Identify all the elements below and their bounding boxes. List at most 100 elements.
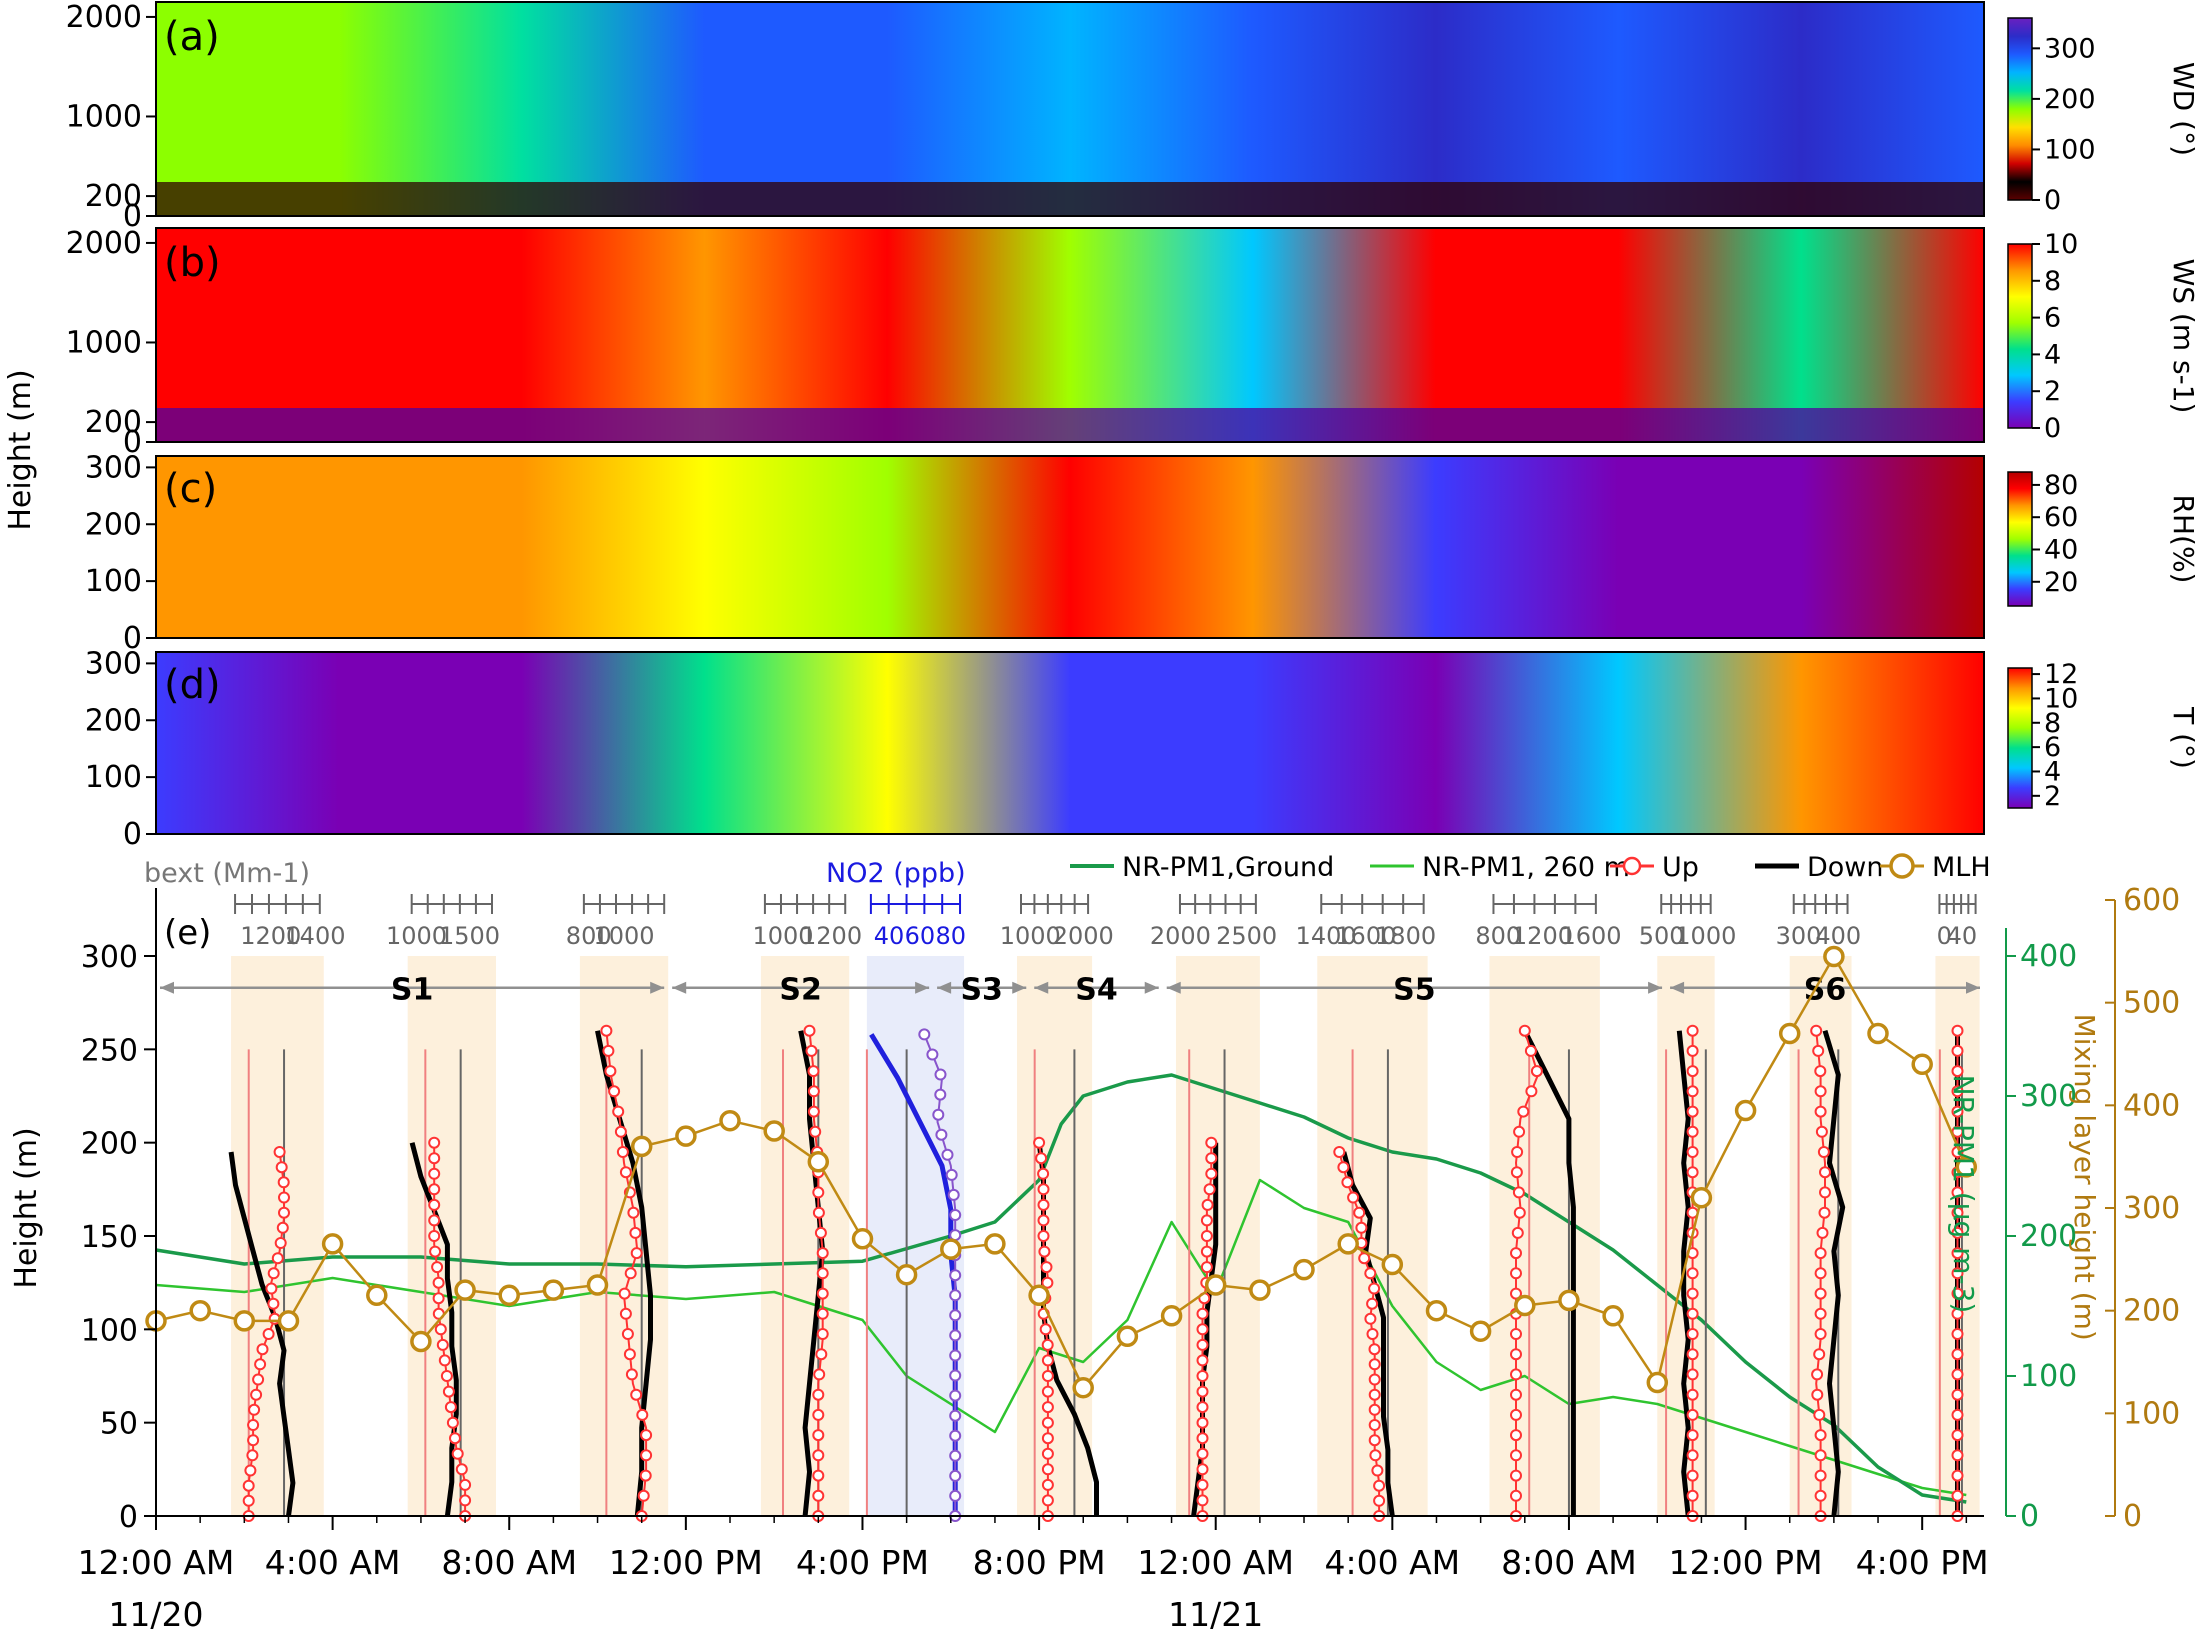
up-marker <box>1686 1328 1699 1340</box>
up-marker <box>1525 1085 1538 1098</box>
up-marker <box>1510 1469 1522 1482</box>
panel-a-frame <box>155 1 1985 217</box>
up-marker <box>277 1176 290 1189</box>
up-marker <box>1040 1261 1053 1274</box>
x-tick-label: 4:00 PM <box>1856 1543 1989 1582</box>
up-marker <box>438 1354 451 1367</box>
y-tick-label: 300 <box>81 940 138 975</box>
up-marker <box>1817 1146 1830 1158</box>
mlh-point <box>1469 1320 1492 1342</box>
up-marker <box>1686 1085 1699 1098</box>
bext-tick-label: 40 <box>1947 922 1978 950</box>
up-marker <box>1814 1287 1827 1300</box>
mlh-point <box>1823 945 1845 968</box>
up-marker <box>1366 1328 1379 1340</box>
up-marker <box>1041 1494 1054 1507</box>
mlh-point <box>1381 1253 1404 1276</box>
up-marker <box>1814 1328 1827 1340</box>
mlh-point <box>1911 1053 1933 1076</box>
y-tick-label: 100 <box>85 760 142 795</box>
colorbar-tick-label: 0 <box>2044 413 2061 444</box>
up-marker <box>1037 1198 1050 1211</box>
colorbar-tick-label: 2 <box>2044 376 2061 407</box>
pm-tick-label: 200 <box>2020 1219 2077 1254</box>
up-marker <box>1951 1287 1964 1300</box>
profile-band <box>1489 956 1600 1516</box>
bext-tick-label: 800 <box>566 922 612 950</box>
arrow-head-left <box>937 981 952 994</box>
up-marker <box>1200 1245 1213 1258</box>
up-marker <box>949 1329 962 1342</box>
up-marker <box>250 1388 263 1401</box>
up-marker <box>621 1328 634 1340</box>
up-marker <box>428 1198 441 1211</box>
up-marker <box>1201 1198 1214 1211</box>
arrow-head-left <box>672 981 687 994</box>
panel-d-label: (d) <box>164 662 221 708</box>
up-marker <box>602 1044 615 1057</box>
up-marker <box>1814 1267 1827 1280</box>
up-marker <box>637 1489 650 1502</box>
up-marker <box>1951 1085 1964 1098</box>
y-tick-label: 0 <box>123 621 142 656</box>
up-marker <box>1510 1348 1522 1361</box>
bext-tick-label: 1400 <box>1296 922 1357 950</box>
up-marker <box>1686 1429 1699 1442</box>
up-marker <box>1196 1416 1209 1429</box>
up-marker <box>619 1166 632 1179</box>
up-marker <box>1041 1447 1054 1460</box>
bext-label: bext (Mm-1) <box>144 858 310 889</box>
bext-tick-label: 1000 <box>1000 922 1061 950</box>
segment-label: S3 <box>960 973 1002 1008</box>
bext-tick-label: 1000 <box>386 922 447 950</box>
up-marker <box>947 1188 960 1201</box>
up-marker <box>1814 1085 1827 1098</box>
up-marker <box>1686 1368 1699 1381</box>
up-marker <box>1373 1494 1386 1507</box>
colorbar-tick-label: 10 <box>2044 229 2078 260</box>
up-marker <box>1814 1105 1827 1118</box>
up-marker <box>267 1297 280 1310</box>
up-marker <box>1814 1489 1827 1502</box>
up-marker <box>276 1221 289 1234</box>
up-marker <box>809 1125 822 1138</box>
up-marker <box>1510 1368 1522 1381</box>
up-marker <box>1510 1247 1522 1260</box>
up-marker <box>1951 1206 1964 1219</box>
up-marker <box>449 1432 461 1445</box>
up-marker <box>627 1206 640 1219</box>
up-marker <box>1951 1247 1964 1260</box>
up-marker <box>1196 1432 1209 1445</box>
up-marker <box>1041 1401 1054 1414</box>
mlh-point <box>851 1228 874 1250</box>
up-marker <box>459 1494 472 1507</box>
up-marker <box>630 1247 643 1260</box>
x-tick-label: 4:00 AM <box>265 1543 401 1582</box>
segment-label: S2 <box>779 973 821 1008</box>
up-marker <box>1358 1252 1371 1265</box>
up-marker <box>812 1206 825 1219</box>
up-marker <box>945 1168 958 1181</box>
up-marker <box>1813 1348 1826 1361</box>
up-marker <box>614 1125 627 1138</box>
mlh-point <box>675 1125 697 1147</box>
up-marker <box>812 1449 825 1462</box>
mlh-point <box>1558 1289 1580 1312</box>
bext-tick-label: 1000 <box>593 922 654 950</box>
mlh-point <box>410 1330 432 1353</box>
up-marker <box>805 1044 818 1057</box>
up-marker <box>1951 1328 1964 1340</box>
up-marker <box>1812 1044 1825 1057</box>
arrow-head-right <box>1144 981 1159 994</box>
up-marker <box>1686 1449 1699 1462</box>
up-marker <box>1196 1385 1209 1398</box>
up-marker <box>1686 1267 1699 1280</box>
bext-tick-label: 1600 <box>1335 922 1396 950</box>
up-marker <box>816 1287 829 1300</box>
up-marker <box>432 1292 445 1305</box>
up-marker <box>1951 1368 1964 1381</box>
up-marker <box>1951 1388 1964 1401</box>
up-marker <box>246 1449 259 1462</box>
